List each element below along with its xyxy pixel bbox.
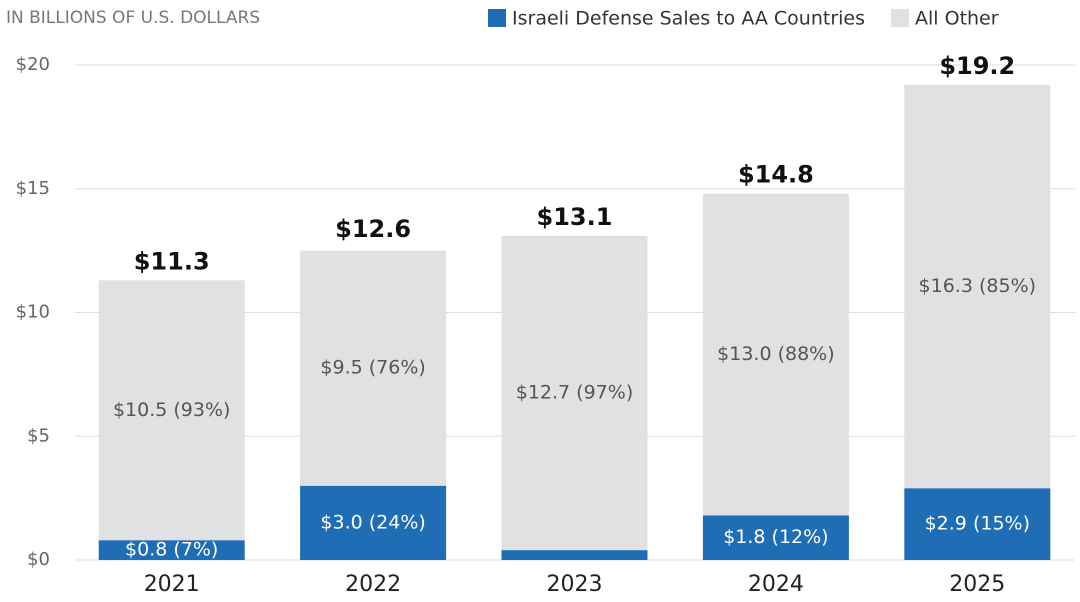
y-tick-label: $20 <box>16 54 50 75</box>
legend-label: Israeli Defense Sales to AA Countries <box>512 8 865 30</box>
bar-segment <box>501 550 648 560</box>
data-label: $10.5 (93%) <box>113 399 231 421</box>
bar-segment <box>702 515 849 560</box>
data-label: $0.8 (7%) <box>125 539 218 561</box>
data-label: $9.5 (76%) <box>320 357 425 379</box>
y-tick-label: $0 <box>27 549 50 570</box>
y-tick-label: $10 <box>16 302 50 323</box>
data-label: $13.0 (88%) <box>717 343 835 365</box>
data-label: $16.3 (85%) <box>919 275 1037 297</box>
bar-segment <box>904 84 1051 489</box>
bar-segment <box>98 540 245 560</box>
chart-subtitle: IN BILLIONS OF U.S. DOLLARS <box>6 8 260 28</box>
total-label: $19.2 <box>939 52 1015 80</box>
y-tick-label: $5 <box>27 425 50 446</box>
data-label: $12.7 (97%) <box>516 381 634 403</box>
x-tick-label: 2022 <box>345 572 401 597</box>
legend-swatch <box>891 9 910 27</box>
total-label: $11.3 <box>134 247 210 275</box>
x-tick-label: 2023 <box>547 572 603 597</box>
total-label: $12.6 <box>335 215 411 243</box>
data-label: $2.9 (15%) <box>925 513 1030 535</box>
data-label: $3.0 (24%) <box>320 511 425 533</box>
x-tick-label: 2021 <box>144 572 200 597</box>
x-tick-label: 2025 <box>949 572 1005 597</box>
bar-segment <box>98 280 245 541</box>
bar-segment <box>300 250 447 486</box>
x-tick-label: 2024 <box>748 572 804 597</box>
total-label: $13.1 <box>537 203 613 231</box>
bar-segment <box>300 485 447 560</box>
legend-swatch <box>488 9 506 27</box>
total-label: $14.8 <box>738 161 814 189</box>
y-tick-label: $15 <box>16 178 50 199</box>
data-label: $1.8 (12%) <box>723 526 828 548</box>
bar-segment <box>702 193 849 516</box>
bar-segment <box>501 235 648 551</box>
legend-label: All Other <box>915 8 999 30</box>
bar-segment <box>904 488 1051 560</box>
